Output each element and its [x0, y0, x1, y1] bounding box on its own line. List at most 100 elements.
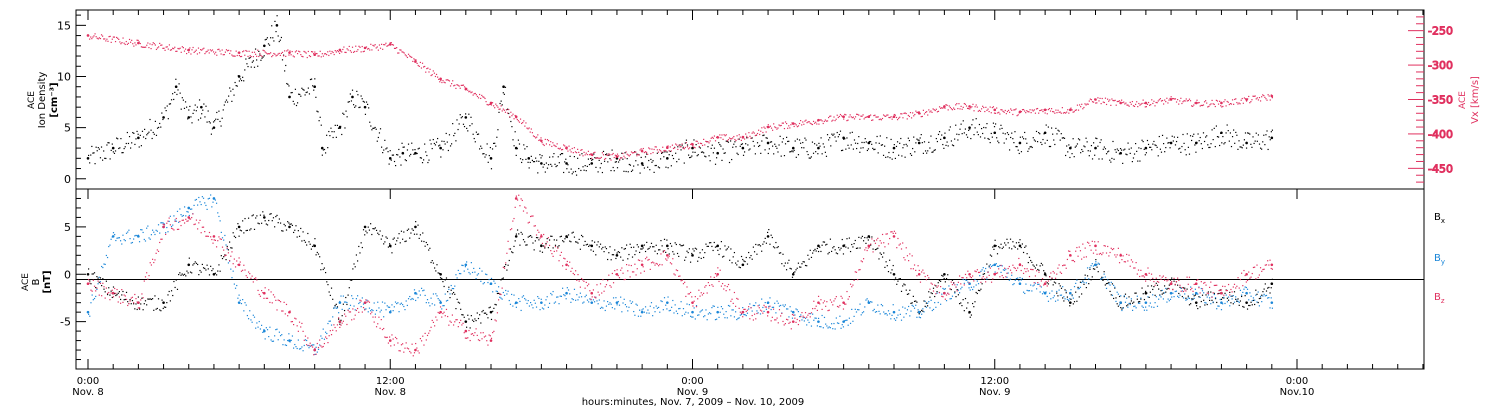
by-sample: [1177, 295, 1179, 297]
vx-sample: [616, 153, 619, 155]
bx-sample: [590, 249, 592, 251]
vx-sample: [569, 149, 571, 151]
ion-density-sample: [208, 121, 210, 123]
bx-sample: [938, 279, 941, 282]
bz-sample: [219, 238, 221, 240]
vx-sample: [105, 40, 107, 42]
bx-sample: [238, 235, 240, 237]
vx-sample: [776, 128, 778, 130]
by-sample: [236, 284, 238, 287]
bx-sample: [1028, 256, 1031, 258]
by-sample: [99, 281, 102, 283]
vx-sample: [460, 84, 462, 87]
ion-density-sample: [838, 133, 840, 136]
ion-density-sample: [1242, 144, 1244, 146]
ion-density-sample: [262, 56, 264, 58]
bz-sample: [438, 312, 440, 314]
ion-density-sample: [1006, 132, 1009, 134]
by-sample: [501, 298, 503, 300]
bz-sample: [719, 269, 721, 271]
bz-sample: [399, 350, 401, 352]
by-sample: [970, 286, 973, 288]
bx-sample: [803, 261, 805, 263]
bx-sample: [172, 294, 174, 297]
bz-sample: [387, 342, 390, 344]
vx-sample: [800, 119, 802, 122]
bz-sample: [444, 315, 446, 317]
vx-sample: [1097, 97, 1099, 99]
ion-density-sample: [276, 15, 278, 17]
bx-sample: [397, 237, 399, 239]
vx-sample: [455, 87, 457, 90]
by-sample: [908, 305, 910, 308]
ion-density-sample: [848, 147, 850, 149]
bx-sample: [443, 285, 445, 288]
bx-sample: [1032, 264, 1034, 266]
by-sample: [496, 290, 499, 293]
bx-sample: [151, 298, 154, 300]
bx-sample: [123, 299, 125, 301]
by-sample: [1086, 267, 1089, 269]
by-sample: [689, 315, 692, 317]
vx-sample: [1093, 101, 1095, 103]
by-sample: [801, 319, 803, 321]
ion-density-sample: [198, 99, 201, 101]
vx-sample: [633, 152, 635, 154]
ion-density-sample: [272, 37, 274, 39]
by-sample: [974, 278, 976, 281]
ion-density-sample: [486, 143, 488, 145]
by-sample: [859, 303, 861, 305]
by-sample: [950, 298, 952, 300]
bx-point: [388, 244, 392, 248]
bx-sample: [560, 235, 563, 237]
ion-density-sample: [747, 144, 749, 146]
bx-sample: [371, 233, 373, 236]
bx-sample: [1255, 289, 1257, 291]
vx-sample: [296, 53, 299, 55]
by-sample: [758, 304, 760, 306]
ion-density-sample: [474, 141, 476, 143]
bz-sample: [259, 295, 262, 297]
vx-sample: [133, 45, 135, 47]
bx-sample: [925, 302, 927, 304]
bx-sample: [586, 243, 589, 245]
vx-sample: [1167, 102, 1169, 104]
ion-density-sample: [414, 149, 416, 151]
bz-sample: [200, 232, 202, 234]
by-sample: [932, 308, 935, 311]
bx-sample: [284, 225, 286, 227]
bz-sample: [283, 301, 285, 303]
by-sample: [468, 271, 470, 274]
vx-sample: [303, 50, 305, 53]
bz-sample: [174, 220, 176, 223]
bz-sample: [750, 307, 752, 309]
ion-density-sample: [916, 138, 918, 140]
ion-density-sample: [859, 151, 861, 153]
ion-density-sample: [808, 157, 810, 159]
bx-sample: [315, 254, 317, 256]
by-sample: [538, 297, 540, 299]
bx-sample: [791, 276, 794, 278]
by-sample: [1096, 263, 1098, 266]
bx-sample: [676, 252, 679, 255]
by-sample: [444, 293, 446, 295]
vx-sample: [452, 80, 454, 82]
ion-density-sample: [467, 130, 469, 132]
by-sample: [338, 312, 340, 314]
bx-sample: [422, 232, 424, 234]
bx-sample: [833, 245, 835, 248]
bz-sample: [296, 325, 298, 327]
vx-sample: [578, 151, 580, 154]
vx-sample: [1168, 99, 1170, 101]
vx-sample: [935, 108, 937, 110]
bz-sample: [161, 238, 163, 240]
bx-sample: [314, 238, 316, 240]
bz-sample: [450, 321, 452, 323]
ion-density-sample: [948, 129, 950, 131]
bz-sample: [665, 258, 667, 260]
bx-sample: [736, 264, 738, 266]
bx-sample: [450, 289, 452, 291]
by-sample: [998, 265, 1000, 268]
ion-density-sample: [260, 59, 262, 61]
by-sample: [873, 308, 875, 311]
